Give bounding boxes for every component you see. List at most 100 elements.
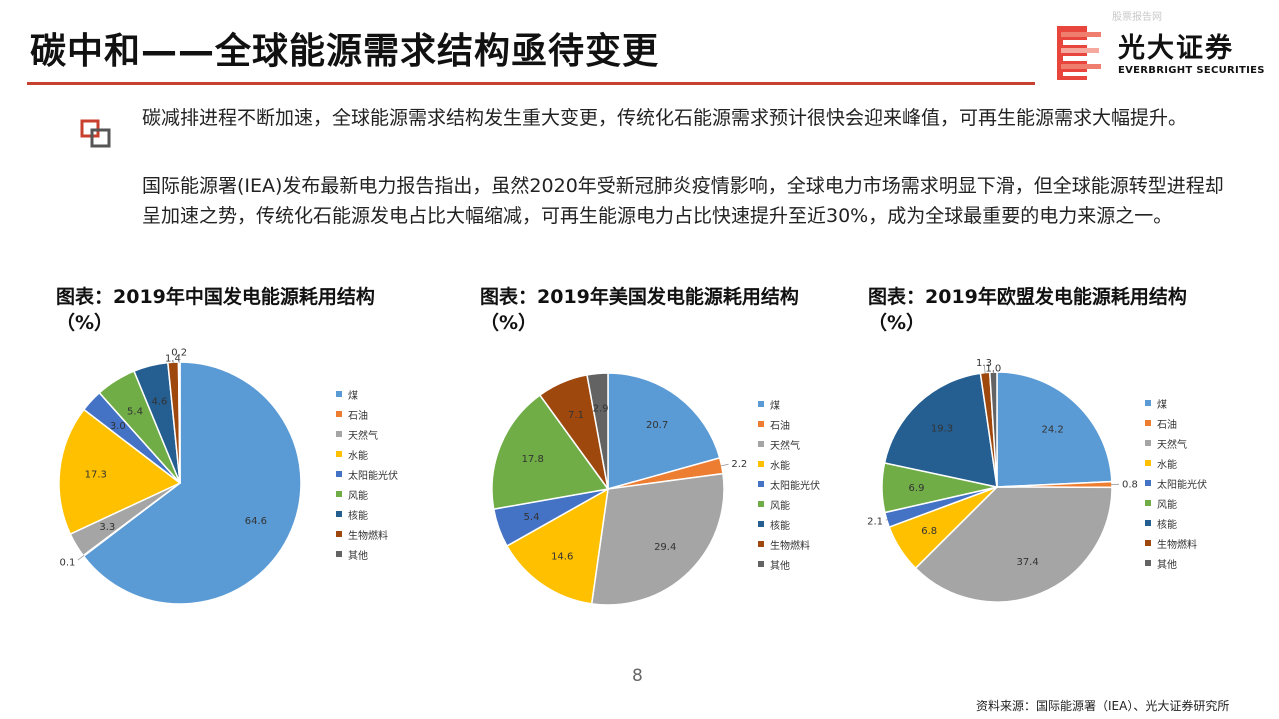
- china-legend-nuclear: 核能: [336, 504, 426, 524]
- legend-swatch: [758, 421, 764, 427]
- title-divider: [27, 82, 1035, 85]
- china-label-other: 0.2: [171, 348, 187, 359]
- china-pie-chart: 64.6 0.1 3.3 17.3 3.05.4 4.6 1.40.2: [58, 348, 302, 605]
- legend-swatch: [758, 501, 764, 507]
- eu-legend: 煤石油天然气水能太阳能光伏风能核能生物燃料其他: [1145, 393, 1235, 573]
- legend-swatch: [758, 541, 764, 547]
- legend-swatch: [336, 531, 342, 537]
- china-label-solar: 3.0: [110, 421, 126, 432]
- legend-swatch: [336, 491, 342, 497]
- usa-legend: 煤石油天然气水能太阳能光伏风能核能生物燃料其他: [758, 394, 848, 574]
- legend-swatch: [336, 411, 342, 417]
- usa-legend-wind: 风能: [758, 494, 848, 514]
- china-chart-title: 图表：2019年中国发电能源耗用结构（%）: [56, 286, 375, 334]
- legend-label: 太阳能光伏: [770, 480, 820, 492]
- eu-pie-chart: 24.2 0.8 37.4 6.8 2.1 6.9 19.3 1.31.0: [867, 358, 1138, 603]
- legend-swatch: [758, 461, 764, 467]
- china-slice-hydro: [58, 408, 182, 536]
- china-legend-wind: 风能: [336, 484, 426, 504]
- legend-swatch: [1145, 420, 1151, 426]
- legend-label: 其他: [770, 560, 790, 572]
- brand-name-en: EVERBRIGHT SECURITIES: [1118, 65, 1265, 76]
- legend-label: 水能: [1157, 459, 1177, 471]
- legend-swatch: [758, 441, 764, 447]
- legend-label: 核能: [770, 520, 790, 532]
- eu-label-oil: 0.8: [1122, 480, 1138, 491]
- eu-label-nuclear: 19.3: [931, 424, 953, 435]
- legend-swatch: [758, 521, 764, 527]
- usa-slice-other: [586, 372, 609, 490]
- usa-leader-oil: [720, 463, 729, 467]
- legend-swatch: [1145, 560, 1151, 566]
- china-label-biofuel: 1.4: [165, 354, 181, 365]
- legend-swatch: [336, 431, 342, 437]
- usa-label-hydro: 14.6: [551, 552, 573, 563]
- everbright-logo-icon: [1057, 26, 1101, 80]
- usa-label-other: 2.9: [593, 404, 609, 415]
- usa-chart-title: 图表：2019年美国发电能源耗用结构（%）: [480, 286, 799, 334]
- legend-label: 生物燃料: [1157, 539, 1197, 551]
- legend-label: 太阳能光伏: [1157, 479, 1207, 491]
- usa-label-biofuel: 7.1: [568, 410, 584, 421]
- usa-legend-hydro: 水能: [758, 454, 848, 474]
- brand-name-cn: 光大证券: [1118, 33, 1234, 64]
- legend-swatch: [1145, 460, 1151, 466]
- legend-label: 生物燃料: [770, 540, 810, 552]
- legend-label: 石油: [770, 420, 790, 432]
- usa-legend-other: 其他: [758, 554, 848, 574]
- china-legend-hydro: 水能: [336, 444, 426, 464]
- legend-label: 煤: [770, 400, 780, 412]
- legend-swatch: [1145, 520, 1151, 526]
- legend-swatch: [336, 391, 342, 397]
- eu-legend-hydro: 水能: [1145, 453, 1235, 473]
- legend-label: 石油: [1157, 419, 1177, 431]
- usa-legend-nuclear: 核能: [758, 514, 848, 534]
- legend-label: 煤: [1157, 399, 1167, 411]
- legend-swatch: [336, 451, 342, 457]
- legend-label: 水能: [348, 450, 368, 462]
- eu-label-solar: 2.1: [867, 517, 883, 528]
- eu-chart-title: 图表：2019年欧盟发电能源耗用结构（%）: [868, 286, 1187, 334]
- china-label-nuclear: 4.6: [151, 396, 167, 407]
- usa-legend-solar: 太阳能光伏: [758, 474, 848, 494]
- usa-legend-biofuel: 生物燃料: [758, 534, 848, 554]
- china-slice-coal: [82, 361, 302, 605]
- legend-label: 其他: [1157, 559, 1177, 571]
- eu-legend-nuclear: 核能: [1145, 513, 1235, 533]
- legend-swatch: [758, 481, 764, 487]
- eu-legend-biofuel: 生物燃料: [1145, 533, 1235, 553]
- legend-label: 核能: [348, 510, 368, 522]
- usa-label-oil: 2.2: [731, 459, 747, 470]
- china-legend-gas: 天然气: [336, 424, 426, 444]
- eu-slice-nuclear: [883, 372, 998, 488]
- legend-label: 天然气: [770, 440, 800, 452]
- legend-label: 石油: [348, 410, 368, 422]
- usa-label-wind: 17.8: [522, 454, 544, 465]
- eu-label-wind: 6.9: [909, 483, 925, 494]
- usa-pie-chart: 20.7 2.2 29.4 14.6 5.4 17.8 7.1 2.9: [491, 372, 747, 606]
- intro-paragraph: 碳减排进程不断加速，全球能源需求结构发生重大变更，传统化石能源需求预计很快会迎来…: [142, 107, 1188, 129]
- legend-swatch: [336, 511, 342, 517]
- china-label-hydro: 17.3: [85, 469, 107, 480]
- legend-label: 风能: [1157, 499, 1177, 511]
- eu-label-gas: 37.4: [1016, 557, 1038, 568]
- legend-swatch: [1145, 440, 1151, 446]
- legend-label: 天然气: [348, 430, 378, 442]
- watermark: 股票报告网: [1112, 12, 1162, 23]
- china-label-oil: 0.1: [59, 557, 75, 568]
- legend-swatch: [758, 401, 764, 407]
- source-note: 资料来源：国际能源署（IEA）、光大证券研究所: [976, 699, 1230, 713]
- usa-label-solar: 5.4: [524, 512, 540, 523]
- usa-label-gas: 29.4: [654, 542, 676, 553]
- legend-swatch: [1145, 500, 1151, 506]
- eu-legend-gas: 天然气: [1145, 433, 1235, 453]
- usa-slice-gas: [590, 472, 725, 606]
- legend-label: 太阳能光伏: [348, 470, 398, 482]
- legend-label: 生物燃料: [348, 530, 388, 542]
- legend-label: 天然气: [1157, 439, 1187, 451]
- page-title: 碳中和——全球能源需求结构亟待变更: [30, 31, 660, 72]
- legend-label: 其他: [348, 550, 368, 562]
- usa-legend-gas: 天然气: [758, 434, 848, 454]
- china-legend-coal: 煤: [336, 384, 426, 404]
- usa-label-coal: 20.7: [646, 420, 668, 431]
